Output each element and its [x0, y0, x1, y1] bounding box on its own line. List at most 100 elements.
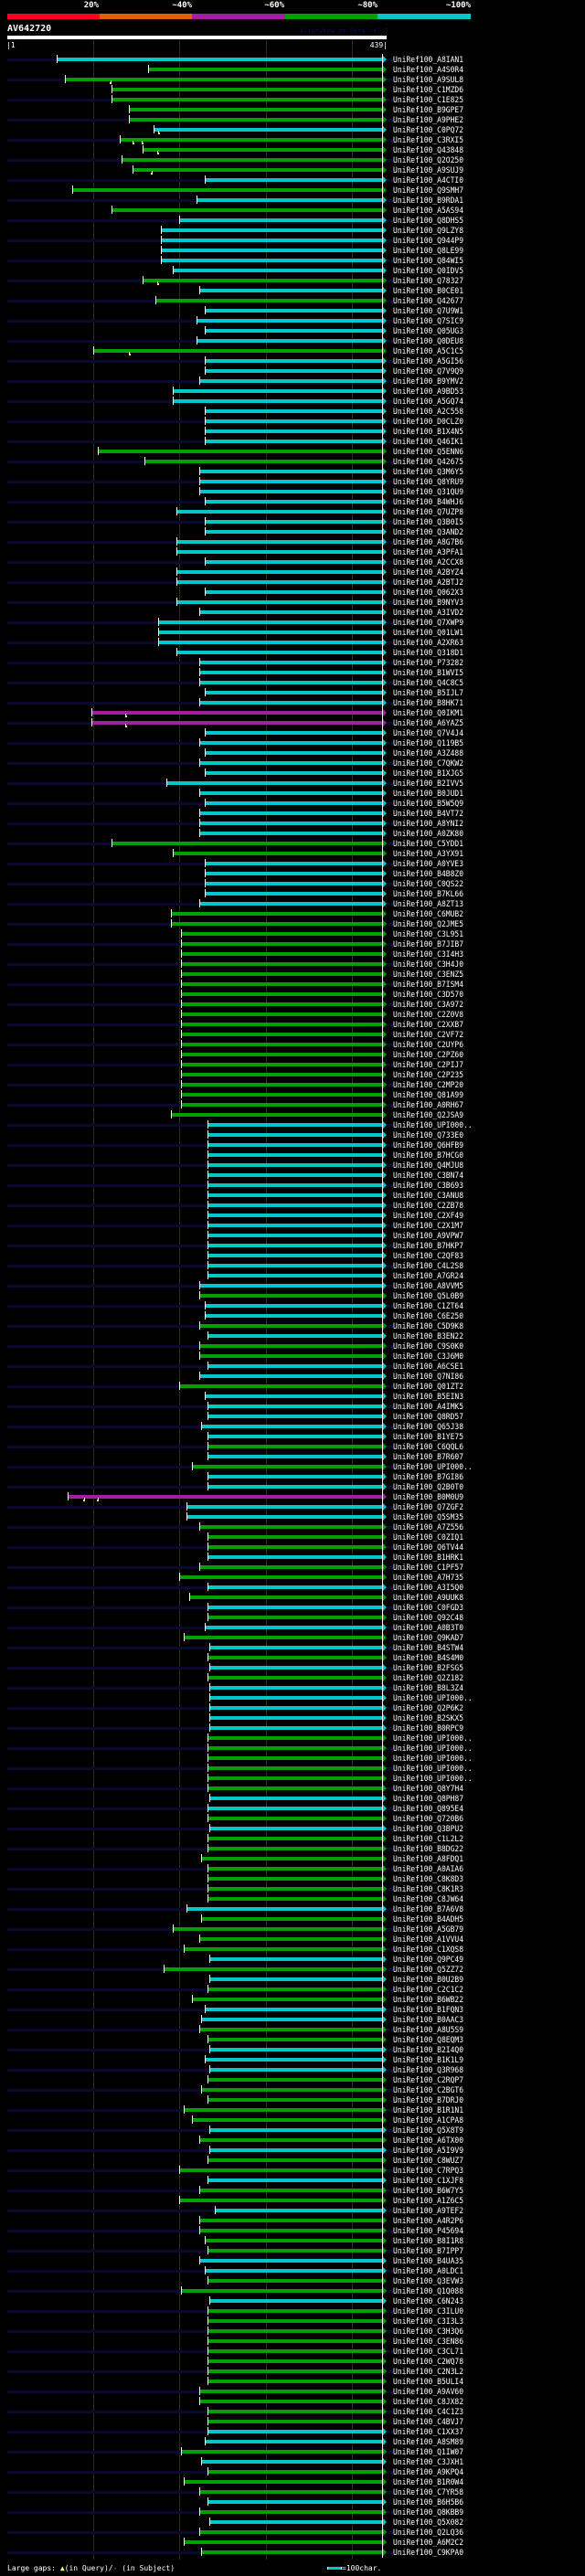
- subject-id-link[interactable]: UniRef100_A6YAZ5: [393, 718, 464, 728]
- alignment-bar[interactable]: [207, 1897, 383, 1901]
- alignment-bar[interactable]: [173, 269, 383, 272]
- alignment-row[interactable]: UniRef100_C1XJF8: [0, 2175, 585, 2186]
- alignment-row[interactable]: UniRef100_B0CE01: [0, 285, 585, 296]
- subject-id-link[interactable]: UniRef100_C3I4H3: [393, 949, 464, 959]
- alignment-row[interactable]: UniRef100_C7RPQ3: [0, 2165, 585, 2176]
- alignment-bar[interactable]: [207, 2380, 383, 2383]
- alignment-row[interactable]: UniRef100_C2MP20: [0, 1079, 585, 1090]
- subject-id-link[interactable]: UniRef100_Q2JSA9: [393, 1110, 464, 1120]
- alignment-row[interactable]: UniRef100_UPI000..: [0, 1743, 585, 1754]
- alignment-bar[interactable]: [204, 872, 383, 875]
- alignment-row[interactable]: UniRef100_B8DG22: [0, 1843, 585, 1854]
- alignment-row[interactable]: UniRef100_C8JX82: [0, 2396, 585, 2407]
- subject-id-link[interactable]: UniRef100_B1FQN3: [393, 2005, 464, 2015]
- subject-id-link[interactable]: UniRef100_C2PIJ7: [393, 1060, 464, 1070]
- alignment-bar[interactable]: [204, 771, 383, 775]
- alignment-row[interactable]: UniRef100_C8JW64: [0, 1893, 585, 1904]
- alignment-bar[interactable]: [207, 1203, 383, 1207]
- subject-id-link[interactable]: UniRef100_Q3AND2: [393, 527, 464, 537]
- alignment-bar[interactable]: [207, 1193, 383, 1197]
- subject-id-link[interactable]: UniRef100_A3PFA1: [393, 547, 464, 557]
- subject-id-link[interactable]: UniRef100_B4STW4: [393, 1643, 464, 1653]
- alignment-row[interactable]: UniRef100_C9S0K0: [0, 1341, 585, 1352]
- alignment-bar[interactable]: [204, 520, 383, 524]
- alignment-bar[interactable]: [207, 1786, 383, 1790]
- subject-id-link[interactable]: UniRef100_Q9LZY8: [393, 226, 464, 236]
- alignment-row[interactable]: UniRef100_Q2P6K2: [0, 1702, 585, 1713]
- subject-id-link[interactable]: UniRef100_A7Z556: [393, 1522, 464, 1532]
- subject-id-link[interactable]: UniRef100_C0ZIQ1: [393, 1532, 464, 1542]
- alignment-row[interactable]: UniRef100_Q8DHS5: [0, 215, 585, 226]
- alignment-row[interactable]: UniRef100_Q01LW1: [0, 627, 585, 638]
- alignment-bar[interactable]: [199, 480, 383, 483]
- subject-id-link[interactable]: UniRef100_B4UA35: [393, 2256, 464, 2266]
- subject-id-link[interactable]: UniRef100_A8VVM5: [393, 1281, 464, 1291]
- subject-id-link[interactable]: UniRef100_A5I9V9: [393, 2146, 464, 2156]
- alignment-bar[interactable]: [204, 419, 383, 423]
- alignment-row[interactable]: UniRef100_D0CLZ0: [0, 416, 585, 427]
- subject-id-link[interactable]: UniRef100_Q8RD57: [393, 1412, 464, 1422]
- alignment-row[interactable]: UniRef100_B7JIB7: [0, 938, 585, 949]
- alignment-bar[interactable]: [129, 108, 383, 111]
- subject-id-link[interactable]: UniRef100_Q6TV44: [393, 1542, 464, 1553]
- alignment-bar[interactable]: [204, 2239, 383, 2242]
- subject-id-link[interactable]: UniRef100_Q2P6K2: [393, 1703, 464, 1713]
- alignment-row[interactable]: UniRef100_A9SUJ9: [0, 164, 585, 175]
- subject-id-link[interactable]: UniRef100_C8JW64: [393, 1894, 464, 1904]
- subject-id-link[interactable]: UniRef100_Q5X082: [393, 2518, 464, 2528]
- subject-id-link[interactable]: UniRef100_A0LDC1: [393, 2266, 464, 2276]
- subject-id-link[interactable]: UniRef100_C6E250: [393, 1311, 464, 1321]
- alignment-bar[interactable]: [204, 801, 383, 805]
- subject-id-link[interactable]: UniRef100_C9S0K0: [393, 1341, 464, 1352]
- alignment-row[interactable]: UniRef100_Q2JME5: [0, 918, 585, 929]
- alignment-bar[interactable]: [197, 319, 383, 323]
- alignment-bar[interactable]: [176, 580, 383, 584]
- alignment-bar[interactable]: [207, 1988, 383, 1991]
- alignment-row[interactable]: UniRef100_C3L951: [0, 928, 585, 939]
- alignment-row[interactable]: UniRef100_B7ISM4: [0, 979, 585, 990]
- alignment-row[interactable]: UniRef100_B8L3Z4: [0, 1682, 585, 1693]
- subject-id-link[interactable]: UniRef100_Q5L0B9: [393, 1291, 464, 1301]
- subject-id-link[interactable]: UniRef100_A5AS94: [393, 206, 464, 216]
- subject-id-link[interactable]: UniRef100_C0PQ72: [393, 125, 464, 135]
- alignment-row[interactable]: UniRef100_A8YNI2: [0, 818, 585, 829]
- alignment-row[interactable]: UniRef100_A7H735: [0, 1572, 585, 1583]
- alignment-row[interactable]: UniRef100_B9YMV2: [0, 376, 585, 387]
- subject-id-link[interactable]: UniRef100_A5GI56: [393, 356, 464, 366]
- subject-id-link[interactable]: UniRef100_B7ISM4: [393, 980, 464, 990]
- subject-id-link[interactable]: UniRef100_C3RXI5: [393, 135, 464, 145]
- subject-id-link[interactable]: UniRef100_B7HCG0: [393, 1150, 464, 1161]
- alignment-row[interactable]: UniRef100_Q4C8C5: [0, 677, 585, 688]
- alignment-bar[interactable]: [199, 832, 383, 835]
- alignment-row[interactable]: UniRef100_Q05UG3: [0, 325, 585, 336]
- alignment-bar[interactable]: [209, 1686, 383, 1690]
- alignment-bar[interactable]: [207, 2038, 383, 2041]
- alignment-row[interactable]: UniRef100_A9PHE2: [0, 114, 585, 125]
- alignment-row[interactable]: UniRef100_C0PQ72: [0, 124, 585, 135]
- alignment-row[interactable]: UniRef100_C3CL71: [0, 2346, 585, 2357]
- alignment-bar[interactable]: [173, 1927, 383, 1931]
- subject-id-link[interactable]: UniRef100_C2ZB78: [393, 1201, 464, 1211]
- alignment-row[interactable]: UniRef100_P45694: [0, 2225, 585, 2236]
- subject-id-link[interactable]: UniRef100_B4B8Z0: [393, 869, 464, 879]
- alignment-row[interactable]: UniRef100_A5GB79: [0, 1924, 585, 1935]
- subject-id-link[interactable]: UniRef100_C1ZT64: [393, 1301, 464, 1311]
- subject-id-link[interactable]: UniRef100_B1R0W4: [393, 2477, 464, 2487]
- alignment-bar[interactable]: [90, 711, 383, 715]
- alignment-row[interactable]: UniRef100_B6WB22: [0, 1994, 585, 2005]
- subject-id-link[interactable]: UniRef100_UPI000..: [393, 1744, 473, 1754]
- alignment-row[interactable]: UniRef100_B6H5B6: [0, 2496, 585, 2507]
- subject-id-link[interactable]: UniRef100_Q6HFB9: [393, 1140, 464, 1150]
- alignment-bar[interactable]: [199, 1565, 383, 1569]
- alignment-row[interactable]: UniRef100_Q8RD57: [0, 1411, 585, 1422]
- alignment-row[interactable]: UniRef100_C3ILU0: [0, 2306, 585, 2316]
- subject-id-link[interactable]: UniRef100_A8U5S9: [393, 2025, 464, 2035]
- subject-id-link[interactable]: UniRef100_B5ULI4: [393, 2377, 464, 2387]
- alignment-bar[interactable]: [191, 2118, 383, 2122]
- alignment-bar[interactable]: [184, 2540, 383, 2544]
- alignment-row[interactable]: UniRef100_Q31QU9: [0, 486, 585, 497]
- alignment-row[interactable]: UniRef100_Q1IW07: [0, 2446, 585, 2457]
- alignment-row[interactable]: UniRef100_Q5L0B9: [0, 1290, 585, 1301]
- alignment-row[interactable]: UniRef100_A6M2C2: [0, 2537, 585, 2548]
- alignment-bar[interactable]: [204, 440, 383, 443]
